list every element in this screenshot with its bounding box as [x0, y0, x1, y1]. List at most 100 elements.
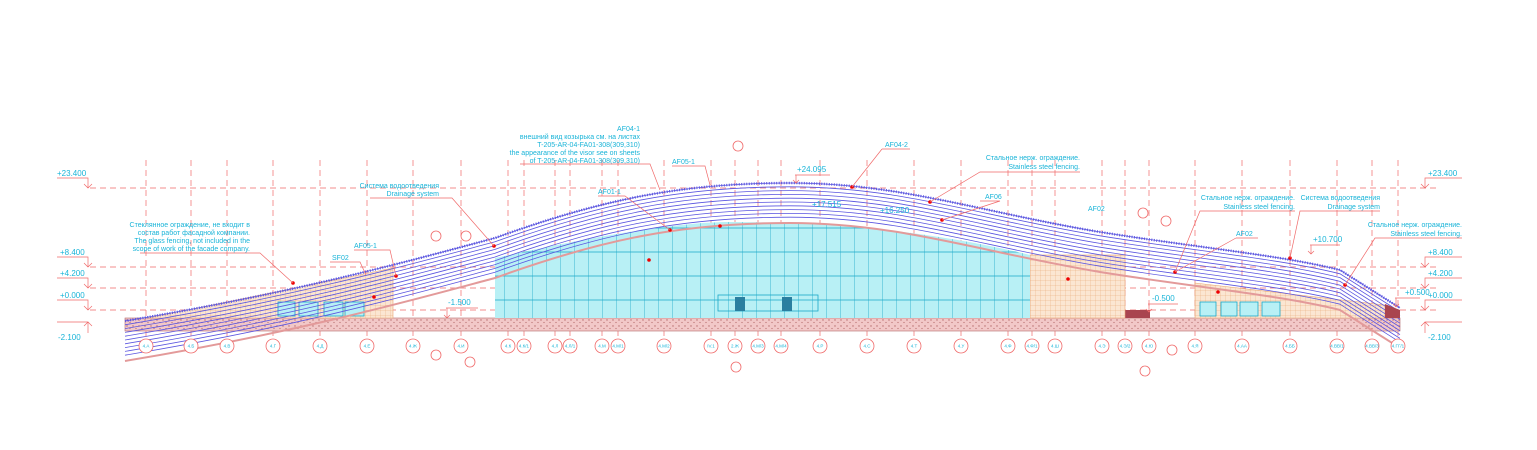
roof-canopy: [124, 181, 1401, 362]
tag-af05-1-top: AF05-1: [672, 159, 695, 166]
spot-level-m1500: -1.500: [448, 298, 471, 307]
note-line: Drainage system: [386, 191, 439, 198]
grid-axis-bubble: IV.1: [703, 338, 719, 354]
grid-axis-label: 4.Б: [188, 344, 195, 349]
grid-axis-bubble: 4.С: [859, 338, 875, 354]
grid-axis-label: 4.Я: [1191, 344, 1198, 349]
grid-axis-bubble: 4.Р: [812, 338, 828, 354]
grid-axis-label: 4.ГГ/1: [1392, 344, 1405, 349]
roof-soffit: [124, 221, 1401, 362]
level-left-8400: +8.400: [60, 248, 85, 257]
note-line: Drainage system: [1327, 204, 1380, 211]
grid-axis-bubble: 4.Л/1: [562, 338, 578, 354]
grid-axis-bubble: 4.Э: [1094, 338, 1110, 354]
grid-axis-label: 4.Ж: [409, 344, 418, 349]
annotations: AF04-1 внешний вид козырька см. на листа…: [130, 126, 1462, 286]
tag-sf02: SF02: [332, 255, 349, 262]
note-line: scope of work of the facade company.: [133, 246, 250, 253]
note-line: Stainless steel fencing.: [1223, 204, 1295, 211]
grid-axis-label: 4.Э: [1099, 344, 1107, 349]
roof-line: [124, 186, 1401, 326]
level-left-4200: +4.200: [60, 269, 85, 278]
grid-axis-bubble: 4.К/1: [516, 338, 532, 354]
grid-axis-label: 4.Ю: [1145, 344, 1154, 349]
level-markers-left: +23.400 +8.400 +4.200 +0.000 -2.100: [57, 169, 93, 342]
roof-line: [124, 216, 1401, 356]
note-steel-fencing-2: Стальное нерж. ограждение. Stainless ste…: [1201, 195, 1295, 211]
grid-axis-label: 4.А: [143, 344, 150, 349]
note-line: внешний вид козырька см. на листах: [520, 133, 641, 141]
level-markers-right: +23.400 +8.400 +4.200 +0.000 -2.100: [1420, 169, 1462, 342]
grid-axis-bubble: 4.ББ: [1282, 338, 1298, 354]
roof-line: [124, 193, 1401, 333]
level-right-m2100: -2.100: [1428, 333, 1451, 342]
grid-axis-label: 4.Р: [817, 344, 824, 349]
grid-axis-label: 4.С: [863, 344, 871, 349]
tag-af04-2: AF04-2: [885, 142, 908, 149]
grid-axis-label: 4.М/4: [775, 344, 787, 349]
ground-slab: [124, 317, 1401, 332]
main-curtain-wall: [495, 222, 1030, 318]
grid-axis-label: 4.К: [505, 344, 512, 349]
tag-af02-a: AF02: [1088, 206, 1105, 213]
note-line: Стальное нерж. ограждение.: [986, 155, 1080, 162]
grid-axis-bubble: 4.Ш: [1047, 338, 1063, 354]
grid-axis-bubble: 4.А: [138, 338, 154, 354]
grid-axis-label: IV.1: [707, 344, 715, 349]
grid-axis-label: 4.Ф: [1004, 344, 1012, 349]
note-line: AF04-1: [617, 126, 640, 133]
note-drainage-left: Система водоотведения Drainage system: [360, 183, 440, 198]
grid-axis-bubble: 4.Д: [312, 338, 328, 354]
grid-axis-label: 2.Ж: [731, 344, 740, 349]
section-markers: [430, 140, 1178, 377]
note-line: Стальное нерж. ограждение.: [1201, 195, 1295, 202]
grid-axis-bubble: 4.ВВ/3: [1364, 338, 1380, 354]
level-right-8400: +8.400: [1428, 248, 1453, 257]
roof-line: [124, 212, 1401, 352]
roof-line: [124, 205, 1401, 345]
grid-axis-label: 4.Г: [270, 344, 277, 349]
entrance-doors: [717, 294, 819, 312]
grid-axis-label: 4.Л: [552, 344, 559, 349]
grid-axis-label: 4.ВВ/3: [1365, 344, 1379, 349]
note-line: Stainless steel fencing.: [1390, 231, 1462, 238]
level-left-0000: +0.000: [60, 291, 85, 300]
roof-edge-top: [124, 181, 1401, 323]
reference-point: [647, 258, 651, 262]
grid-axis-bubble: 4.М: [594, 338, 610, 354]
grid-axis-bubble: 4.М/1: [610, 338, 626, 354]
spot-levels: +24.095 +17.515 +16.250 +10.700 -1.500 -…: [443, 165, 1430, 319]
grid-axis-label: 4.Т: [911, 344, 918, 349]
grid-axis-bubble: 4.М/4: [773, 338, 789, 354]
grid-axis-bubble: 2.Ж: [727, 338, 743, 354]
note-line: The glass fencing, not included in the: [134, 238, 250, 245]
roof-line: [124, 190, 1401, 329]
reference-point: [372, 295, 376, 299]
note-af04-1: AF04-1 внешний вид козырька см. на листа…: [510, 126, 641, 165]
note-line: Стальное нерж. ограждение.: [1368, 222, 1462, 229]
note-line: Система водоотведения: [360, 183, 440, 190]
grid-axis-label: 4.В: [224, 344, 231, 349]
grid-axis-label: 4.ВВ/1: [1330, 344, 1344, 349]
level-right-0000: +0.000: [1428, 291, 1453, 300]
note-line: Stainless steel fencing.: [1008, 164, 1080, 171]
grid-axis-label: 4.Д: [317, 344, 324, 349]
grid-axis-bubble: 4.АА: [1234, 338, 1250, 354]
grid-axis-label: 4.Э/2: [1120, 344, 1131, 349]
level-left-23400: +23.400: [57, 169, 87, 178]
grid-axis-label: 4.К/1: [519, 344, 530, 349]
grid-axis-bubble: 4.ГГ/1: [1390, 338, 1406, 354]
roof-line: [124, 209, 1401, 348]
roof-tip: [1385, 304, 1400, 318]
spot-level-m0500: -0.500: [1152, 294, 1175, 303]
grid-axis-label: 4.У: [958, 344, 965, 349]
grid-axis-label: 4.Л/1: [565, 344, 576, 349]
spot-level-16250: +16.250: [880, 206, 910, 215]
note-steel-fencing-1: Стальное нерж. ограждение. Stainless ste…: [986, 155, 1080, 171]
note-line: T-205-AR-04-FA01-308(309,310): [537, 142, 640, 149]
note-steel-fencing-3: Стальное нерж. ограждение. Stainless ste…: [1368, 222, 1462, 238]
grid-axis-bubble: 4.В: [219, 338, 235, 354]
grid-axis-bubble: 4.Е: [359, 338, 375, 354]
grid-axis-label: 4.Е: [364, 344, 371, 349]
